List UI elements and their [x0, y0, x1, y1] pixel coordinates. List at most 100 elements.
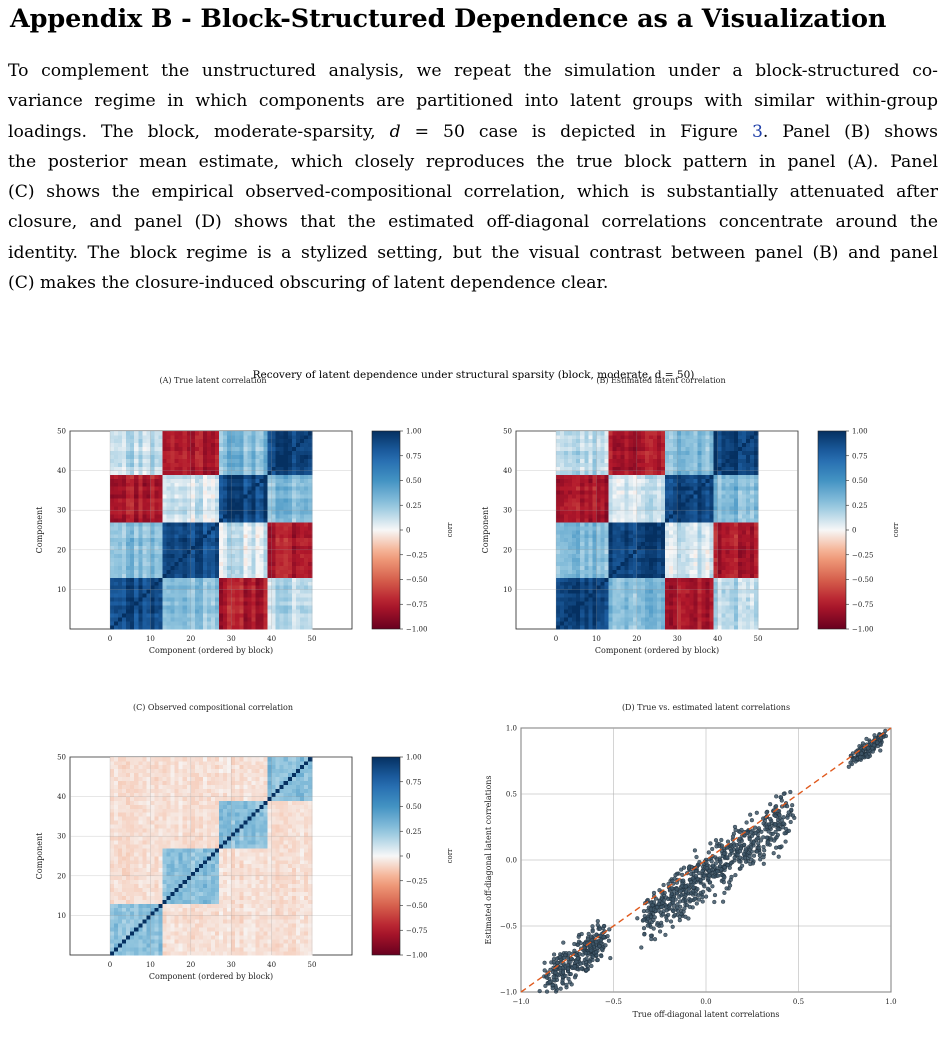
heatmap-cell	[166, 573, 171, 578]
heatmap-cell	[287, 450, 293, 456]
heatmap-cell	[697, 514, 702, 519]
heatmap-cell	[150, 522, 155, 527]
heatmap-cell	[685, 474, 690, 479]
heatmap-cell	[677, 514, 682, 519]
heatmap-cell	[753, 573, 759, 578]
heatmap-cell	[749, 613, 755, 618]
heatmap-cell	[693, 522, 698, 527]
heatmap-cell	[709, 617, 714, 622]
heatmap-cell	[259, 549, 264, 555]
heatmap-cell	[753, 454, 759, 460]
heatmap-cell	[612, 601, 617, 606]
heatmap-cell	[556, 569, 561, 574]
paragraph-line: variance regime in which components are …	[8, 91, 938, 112]
heatmap-cell	[717, 530, 722, 535]
heatmap-cell	[640, 458, 646, 463]
heatmap-cell	[178, 514, 184, 519]
heatmap-cell	[243, 557, 248, 562]
heatmap-cell	[644, 494, 650, 499]
heatmap-cell	[150, 605, 155, 610]
heatmap-cell	[227, 553, 232, 559]
heatmap-cell	[661, 506, 666, 511]
heatmap-cell	[681, 470, 686, 475]
heatmap-cell	[275, 510, 280, 515]
heatmap-cell	[620, 549, 625, 555]
heatmap-cell	[194, 537, 200, 543]
heatmap-cell	[150, 597, 155, 602]
heatmap-cell	[644, 569, 650, 574]
heatmap-cell	[753, 478, 759, 483]
heatmap-cell	[251, 446, 256, 452]
heatmap-cell	[596, 462, 601, 467]
heatmap-cell	[709, 450, 714, 456]
heatmap-cell	[142, 446, 147, 452]
heatmap-cell	[279, 458, 285, 463]
heatmap-cell	[685, 442, 690, 448]
y-tick-label: 10	[57, 586, 66, 594]
heatmap-cell	[713, 482, 718, 487]
heatmap-cell	[713, 526, 718, 531]
heatmap-cell	[118, 617, 123, 622]
heatmap-cell	[223, 585, 228, 590]
heatmap-cell	[648, 557, 654, 562]
heatmap-cell	[608, 530, 613, 535]
heatmap-cell	[745, 569, 751, 574]
heatmap-cell	[211, 573, 216, 578]
heatmap-cell	[150, 613, 155, 618]
heatmap-cell	[689, 609, 694, 614]
heatmap-cell	[134, 553, 139, 559]
heatmap-cell	[158, 506, 163, 511]
heatmap-cell	[701, 442, 706, 448]
heatmap-cell	[612, 506, 617, 511]
heatmap-cell	[202, 526, 208, 531]
heatmap-cell	[709, 498, 714, 503]
heatmap-cell	[223, 454, 228, 460]
heatmap-cell	[134, 494, 139, 499]
heatmap-cell	[211, 478, 216, 483]
heatmap-cell	[648, 458, 654, 463]
heatmap-cell	[588, 585, 593, 590]
heatmap-cell	[628, 474, 634, 479]
heatmap-cell	[150, 537, 155, 543]
figure-link[interactable]: 3	[751, 121, 763, 142]
heatmap-cell	[697, 609, 702, 614]
heatmap-cell	[556, 458, 561, 463]
heatmap-cell	[271, 442, 276, 448]
heatmap-cell	[130, 450, 135, 456]
heatmap-cell	[652, 486, 658, 491]
heatmap-cell	[235, 482, 240, 487]
heatmap-cell	[134, 605, 139, 610]
heatmap-cell	[657, 466, 662, 471]
heatmap-cell	[717, 502, 722, 507]
heatmap-cell	[223, 549, 228, 555]
heatmap-cell	[303, 514, 309, 519]
heatmap-cell	[134, 601, 139, 606]
heatmap-cell	[227, 446, 232, 452]
heatmap-cell	[247, 545, 252, 551]
heatmap-cell	[644, 565, 650, 570]
heatmap-cell	[652, 530, 658, 535]
heatmap-cell	[560, 522, 565, 527]
heatmap-cell	[178, 613, 184, 618]
heatmap-cell	[749, 514, 755, 519]
heatmap-cell	[223, 442, 228, 448]
heatmap-cell	[745, 593, 751, 598]
heatmap-cell	[275, 549, 280, 555]
heatmap-cell	[303, 502, 309, 507]
heatmap-cell	[255, 478, 260, 483]
heatmap-cell	[588, 510, 593, 515]
heatmap-cell	[753, 482, 759, 487]
heatmap-cell	[162, 526, 167, 531]
heatmap-cell	[154, 434, 159, 440]
heatmap-cell	[685, 502, 690, 507]
heatmap-cell	[648, 466, 654, 471]
heatmap-cell	[267, 498, 272, 503]
heatmap-cell	[271, 498, 276, 503]
heatmap-cell	[134, 498, 139, 503]
heatmap-cell	[677, 597, 682, 602]
heatmap-cell	[596, 609, 601, 614]
heatmap-cell	[572, 601, 577, 606]
heatmap-cell	[733, 446, 739, 452]
heatmap-cell	[299, 593, 305, 598]
heatmap-cell	[749, 462, 755, 467]
